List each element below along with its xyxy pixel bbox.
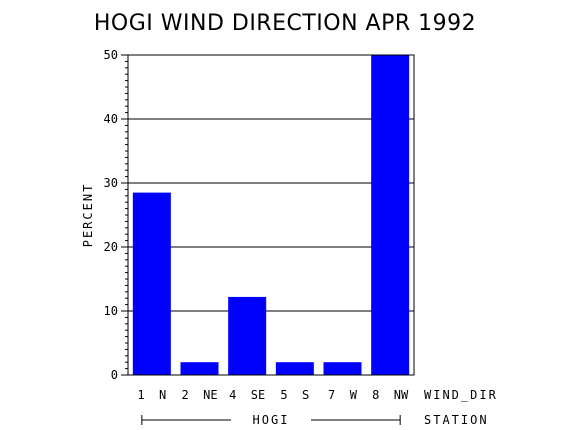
bar-1 [132, 192, 171, 375]
y-tick-label-40: 40 [104, 112, 118, 126]
y-tick-label-50: 50 [104, 48, 118, 62]
y-axis-ticks: 0 10 20 30 40 50 [104, 48, 128, 382]
x-tick-label-2: 2 NE [181, 388, 217, 402]
x-tick-label-4: 5 S [280, 388, 309, 402]
bar-2 [180, 362, 219, 375]
x-axis-label: WIND_DIR [424, 388, 498, 402]
x-tick-label-3: 4 SE [229, 388, 265, 402]
x-tick-label-1: 1 N [137, 388, 166, 402]
bars [132, 55, 410, 375]
y-tick-label-20: 20 [104, 240, 118, 254]
x-tick-label-5: 7 W [328, 388, 358, 402]
x-tick-label-6: 8 NW [372, 388, 409, 402]
bar-6 [371, 55, 410, 375]
y-tick-label-0: 0 [111, 368, 118, 382]
y-axis-label: PERCENT [81, 183, 95, 248]
x-axis-tick-labels: 1 N 2 NE 4 SE 5 S 7 W 8 NW [137, 388, 409, 402]
station-group-label: HOGI [253, 413, 290, 427]
gridlines [128, 54, 414, 312]
y-tick-label-10: 10 [104, 304, 118, 318]
station-axis-label: STATION [424, 413, 489, 427]
plot-frame [127, 54, 415, 376]
bar-3 [228, 296, 267, 375]
chart-title: HOGI WIND DIRECTION APR 1992 [94, 11, 476, 36]
bar-5 [323, 362, 362, 375]
station-group-bracket: HOGI [141, 413, 401, 427]
bar-4 [275, 362, 314, 375]
y-tick-label-30: 30 [104, 176, 118, 190]
